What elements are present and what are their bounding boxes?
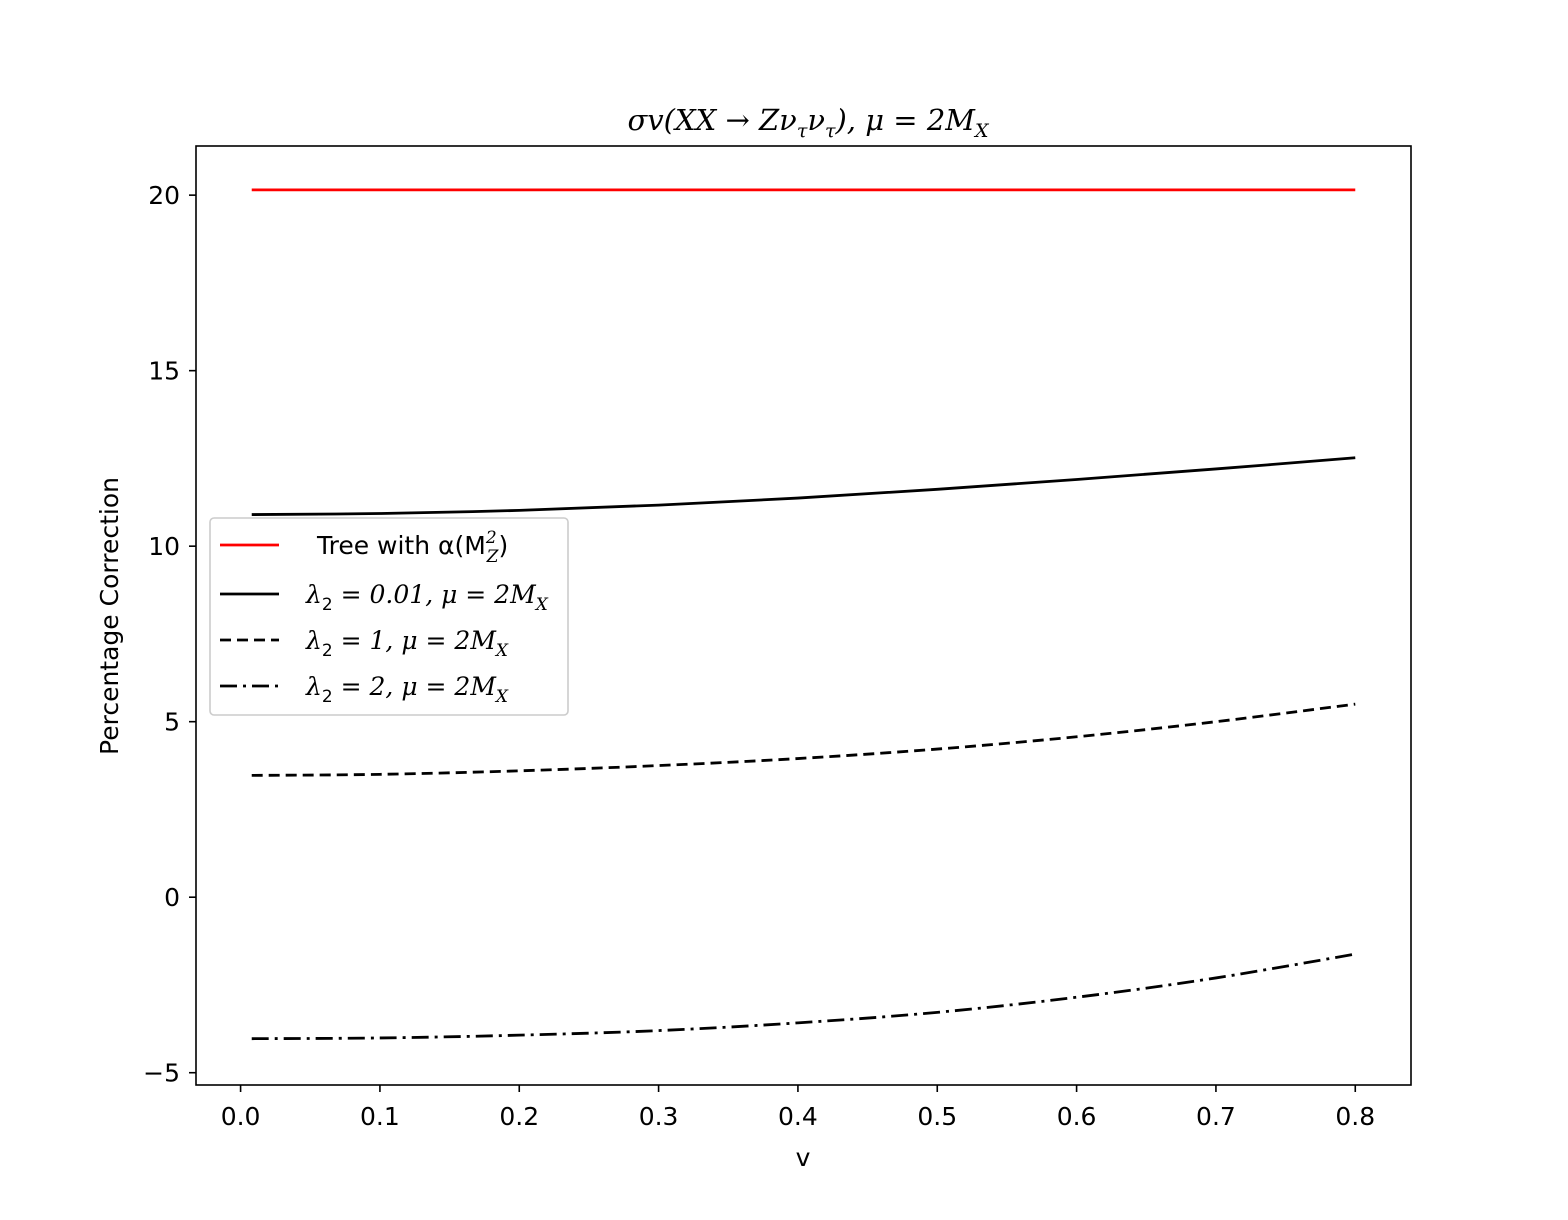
- y-tick-label: 10: [148, 532, 180, 561]
- series-line-1: [251, 456, 1356, 516]
- x-axis-label: v: [796, 1143, 811, 1172]
- title-post: ), μ = 2M: [834, 103, 976, 137]
- title-sub2: τ: [825, 120, 836, 142]
- chart-title: σv(XX → Zντντ), μ = 2MX: [628, 103, 990, 142]
- title-pre: σv(XX → Zν: [628, 103, 797, 137]
- legend-l3-pre: λ: [305, 672, 322, 701]
- x-tick-label: 0.1: [360, 1102, 400, 1131]
- legend-tree-pre: Tree with α(M: [316, 531, 486, 560]
- y-axis-ticks: −5 0 5 10 15 20: [143, 181, 196, 1088]
- y-tick-label: −5: [143, 1059, 180, 1088]
- series-line-3: [251, 952, 1356, 1041]
- x-tick-label: 0.8: [1335, 1102, 1375, 1131]
- legend-l1-sub: 2: [322, 595, 333, 615]
- series-lines: [251, 188, 1356, 1041]
- legend-box: [209, 517, 569, 716]
- legend-label-tree: Tree with α(M2 Z): [316, 528, 508, 567]
- legend: Tree with α(M2 Z) λ2 = 0.01, μ = 2MX λ2 =…: [209, 517, 569, 716]
- legend-l1-sub2: X: [534, 595, 549, 615]
- y-tick-label: 5: [164, 708, 180, 737]
- x-tick-label: 0.6: [1057, 1102, 1097, 1131]
- legend-tree-sup: 2: [485, 528, 497, 548]
- legend-label-lambda-001: λ2 = 0.01, μ = 2MX: [305, 580, 549, 615]
- x-tick-label: 0.7: [1196, 1102, 1236, 1131]
- legend-l3-post: = 2, μ = 2M: [333, 672, 498, 701]
- title-mid: ν: [807, 103, 825, 137]
- y-tick-label: 15: [148, 357, 180, 386]
- x-axis-ticks: 0.0 0.1 0.2 0.3 0.4 0.5 0.6 0.7 0.8: [221, 1085, 1375, 1131]
- x-tick-label: 0.2: [499, 1102, 539, 1131]
- legend-l3-sub2: X: [494, 687, 509, 707]
- legend-l1-post: = 0.01, μ = 2M: [333, 580, 537, 609]
- legend-l2-pre: λ: [305, 626, 322, 655]
- x-tick-label: 0.4: [778, 1102, 818, 1131]
- title-sub1: τ: [797, 120, 808, 142]
- legend-tree-sub: Z: [486, 547, 500, 567]
- x-tick-label: 0.0: [221, 1102, 261, 1131]
- legend-l1-pre: λ: [305, 580, 322, 609]
- legend-tree-post: ): [498, 531, 508, 560]
- legend-l3-sub: 2: [322, 687, 333, 707]
- x-tick-label: 0.5: [917, 1102, 957, 1131]
- legend-l2-sub: 2: [322, 641, 333, 661]
- y-tick-label: 20: [148, 181, 180, 210]
- legend-label-lambda-2: λ2 = 2, μ = 2MX: [305, 672, 509, 707]
- title-sub3: X: [973, 120, 990, 142]
- y-tick-label: 0: [164, 883, 180, 912]
- y-axis-label: Percentage Correction: [95, 477, 124, 755]
- legend-label-lambda-1: λ2 = 1, μ = 2MX: [305, 626, 509, 661]
- x-tick-label: 0.3: [639, 1102, 679, 1131]
- legend-l2-sub2: X: [494, 641, 509, 661]
- plot-frame: [195, 145, 1412, 1086]
- series-line-2: [251, 702, 1356, 777]
- legend-l2-post: = 1, μ = 2M: [333, 626, 498, 655]
